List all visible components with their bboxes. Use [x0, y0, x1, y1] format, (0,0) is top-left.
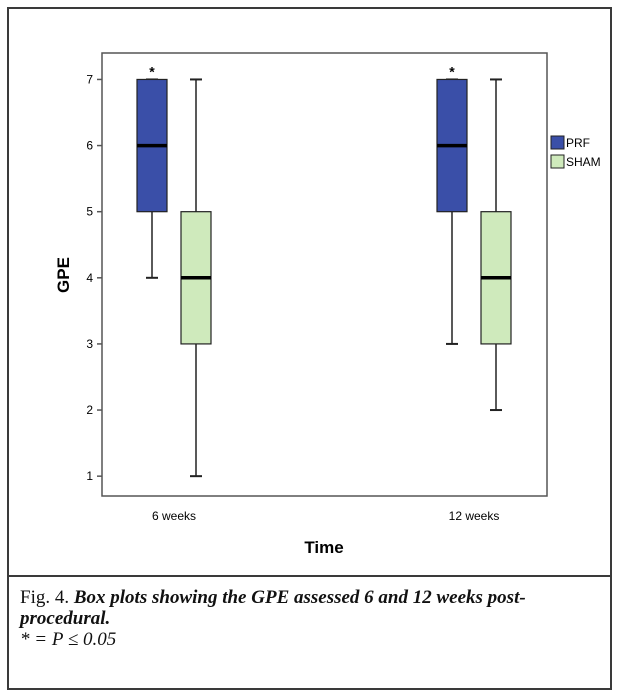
- y-tick-label-7: 7: [86, 72, 93, 86]
- y-tick-label-5: 5: [86, 205, 93, 219]
- legend: PRF SHAM: [550, 135, 601, 169]
- x-tick-label-6-weeks: 6 weeks: [152, 509, 196, 523]
- caption-figure-number: Fig. 4.: [20, 587, 70, 608]
- figure-caption: Fig. 4. Box plots showing the GPE assess…: [20, 587, 600, 650]
- legend-label-prf: PRF: [566, 136, 590, 150]
- caption-significance: * = P ≤ 0.05: [20, 629, 117, 650]
- x-tick-label-12-weeks: 12 weeks: [449, 509, 500, 523]
- significance-marker-prf-12w: *: [449, 63, 455, 79]
- y-tick-label-2: 2: [86, 403, 93, 417]
- chart-panel: GPE Time 6 weeks 12 weeks PRF SHAM 1 2 3 4 5…: [9, 9, 610, 577]
- caption-text: Box plots showing the GPE assessed 6 and…: [20, 587, 526, 629]
- y-axis: 1 2 3 4 5 6 7: [86, 72, 102, 483]
- y-tick-label-3: 3: [86, 337, 93, 351]
- box-plot-chart: GPE Time 6 weeks 12 weeks PRF SHAM 1 2 3 4 5…: [54, 52, 601, 557]
- significance-marker-prf-6w: *: [149, 63, 155, 79]
- box-series: * *: [136, 63, 512, 478]
- y-tick-label-4: 4: [86, 271, 93, 285]
- legend-swatch-prf: [550, 135, 565, 150]
- figure-frame: GPE Time 6 weeks 12 weeks PRF SHAM 1 2 3 4 5…: [7, 7, 612, 690]
- legend-label-sham: SHAM: [566, 155, 601, 169]
- legend-swatch-sham: [550, 154, 565, 169]
- x-axis-title: Time: [304, 538, 343, 557]
- y-tick-label-6: 6: [86, 139, 93, 153]
- plot-area: [101, 52, 548, 497]
- y-axis-title: GPE: [54, 257, 73, 293]
- y-tick-label-1: 1: [86, 469, 93, 483]
